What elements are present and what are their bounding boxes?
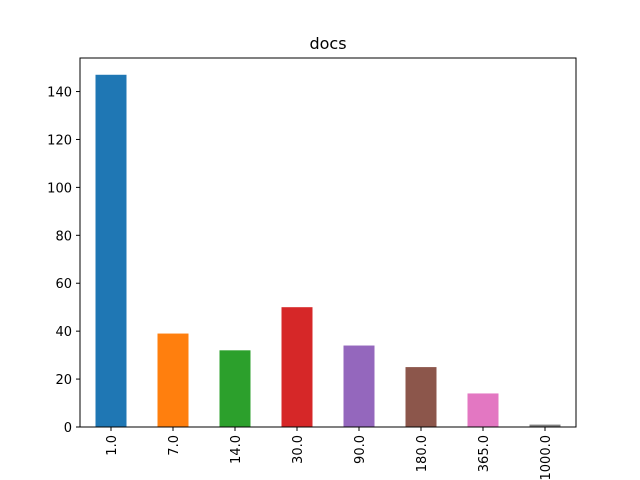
- bar-1.0: [95, 74, 127, 428]
- x-tick-label: 30.0: [291, 435, 306, 464]
- x-tick-label: 90.0: [353, 435, 368, 464]
- y-tick-label: 20: [55, 373, 72, 388]
- x-axis-ticks: 1.0 7.0 14.0 30.0 90.0 180.0 365.0 1000.0: [105, 427, 554, 480]
- x-tick-label: 14.0: [229, 435, 244, 464]
- y-tick-label: 100: [47, 181, 72, 196]
- y-tick-label: 120: [47, 133, 72, 148]
- y-tick-label: 40: [55, 325, 72, 340]
- x-tick-label: 365.0: [477, 435, 492, 472]
- bar-90.0: [343, 345, 375, 427]
- x-tick-label: 1.0: [105, 435, 120, 456]
- chart-title: docs: [309, 34, 346, 53]
- bar-365.0: [467, 393, 499, 427]
- bars-group: [95, 74, 561, 428]
- x-tick-label: 1000.0: [539, 435, 554, 480]
- bar-14.0: [219, 350, 251, 427]
- y-axis-ticks: 0 20 40 60 80 100 120 140: [47, 86, 80, 436]
- bar-7.0: [157, 333, 189, 427]
- y-tick-label: 140: [47, 86, 72, 101]
- y-tick-label: 80: [55, 229, 72, 244]
- plot-frame: [79, 57, 577, 428]
- x-tick-label: 7.0: [167, 435, 182, 456]
- y-tick-label: 0: [64, 421, 72, 436]
- x-tick-label: 180.0: [415, 435, 430, 472]
- bar-180.0: [405, 367, 437, 427]
- bar-1000.0: [529, 424, 561, 427]
- bar-30.0: [281, 307, 313, 427]
- y-tick-label: 60: [55, 277, 72, 292]
